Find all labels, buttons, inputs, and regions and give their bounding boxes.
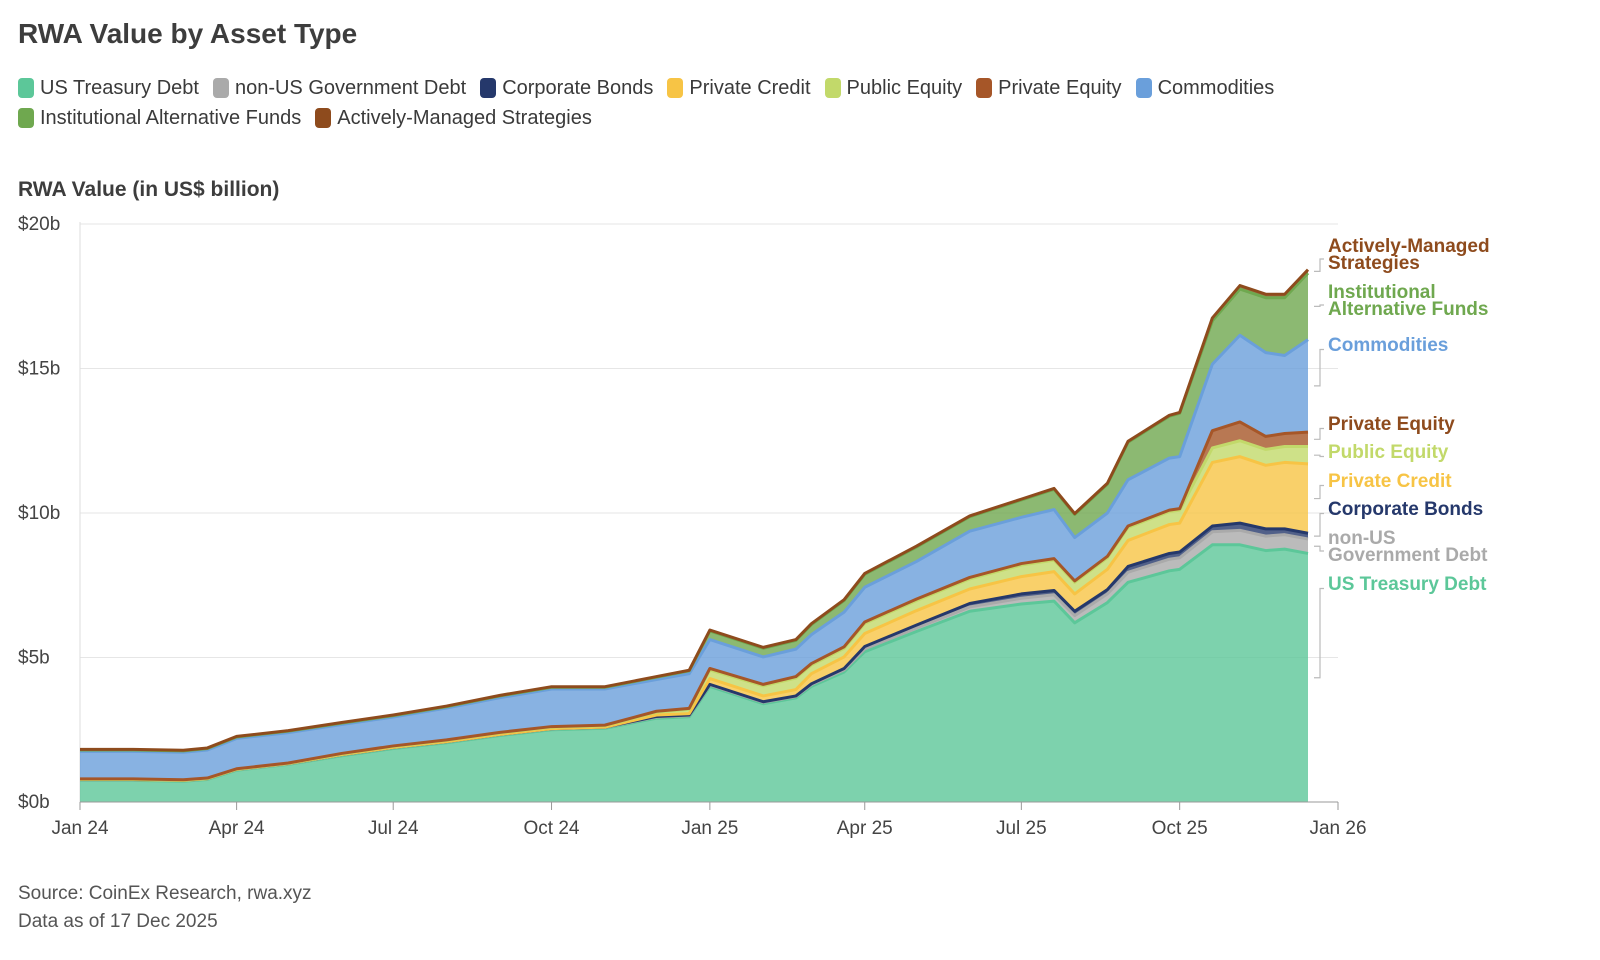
- legend-label: Public Equity: [846, 77, 963, 99]
- end-label-line: Private Equity: [1328, 414, 1455, 435]
- label-connector: [1314, 427, 1324, 440]
- label-connector: [1314, 348, 1324, 387]
- label-connector: [1314, 587, 1324, 679]
- label-connector: [1314, 258, 1324, 272]
- legend-swatch: [18, 108, 34, 128]
- area-non-us-government-debt: [80, 530, 1308, 782]
- legend-item: non-US Government Debt: [212, 76, 467, 100]
- label-connector: [1314, 545, 1324, 552]
- legend-swatch: [824, 78, 841, 98]
- x-tick-label: Jul 24: [368, 818, 419, 839]
- y-axis-label: RWA Value (in US$ billion): [18, 178, 280, 201]
- end-label-line: non-US: [1328, 528, 1396, 549]
- source-note: Source: CoinEx Research, rwa.xyz Data as…: [18, 880, 312, 936]
- legend-item: Commodities: [1135, 76, 1275, 100]
- series-line-private-equity: [80, 420, 1309, 782]
- y-tick-label: $5b: [18, 648, 50, 669]
- end-label: Private Credit: [1314, 471, 1452, 500]
- legend-label: Private Equity: [998, 77, 1122, 99]
- legend-label: Actively-Managed Strategies: [337, 107, 592, 129]
- label-connector: [1314, 484, 1324, 500]
- legend-label: US Treasury Debt: [40, 77, 199, 99]
- end-label-line: US Treasury Debt: [1328, 574, 1487, 595]
- legend-swatch: [1135, 78, 1152, 98]
- y-tick-label: $0b: [18, 792, 50, 813]
- legend-label: non-US Government Debt: [234, 77, 467, 99]
- area-us-treasury-debt: [80, 544, 1308, 802]
- end-label: Public Equity: [1314, 442, 1449, 463]
- legend-label: Private Credit: [689, 77, 811, 99]
- x-tick-label: Oct 24: [524, 818, 580, 839]
- area-commodities: [80, 335, 1308, 780]
- legend-swatch: [480, 78, 497, 98]
- y-tick-label: $15b: [18, 359, 60, 380]
- legend-item: Private Equity: [976, 76, 1122, 100]
- legend-label: Institutional Alternative Funds: [40, 107, 302, 129]
- legend-item: Corporate Bonds: [480, 76, 653, 100]
- end-label: Commodities: [1314, 335, 1448, 387]
- label-connector: [1314, 454, 1324, 458]
- x-tick-label: Jan 24: [51, 818, 108, 839]
- data-date-line: Data as of 17 Dec 2025: [18, 911, 218, 932]
- end-label-line: Institutional: [1328, 282, 1436, 303]
- legend-swatch: [976, 78, 993, 98]
- x-tick-label: Jan 26: [1309, 818, 1366, 839]
- legend-swatch: [667, 78, 684, 98]
- series-line-actively-managed-strategies: [80, 268, 1310, 752]
- end-label: US Treasury Debt: [1314, 574, 1487, 679]
- legend-item: Public Equity: [824, 76, 963, 100]
- end-label: Corporate Bonds: [1314, 499, 1483, 537]
- x-tick-label: Apr 25: [837, 818, 893, 839]
- label-connector: [1314, 512, 1324, 537]
- area-institutional-alternative-funds: [80, 273, 1308, 753]
- legend-item: Institutional Alternative Funds: [18, 106, 301, 130]
- end-label-line: Commodities: [1328, 335, 1448, 356]
- y-tick-label: $20b: [18, 214, 60, 235]
- x-tick-label: Apr 24: [209, 818, 265, 839]
- legend-item: Actively-Managed Strategies: [315, 106, 592, 130]
- end-label-line: Private Credit: [1328, 471, 1452, 492]
- chart-title: RWA Value by Asset Type: [18, 18, 358, 49]
- x-tick-label: Jan 25: [681, 818, 738, 839]
- legend-swatch: [315, 108, 332, 128]
- x-tick-label: Jul 25: [996, 818, 1047, 839]
- end-label-line: Public Equity: [1328, 442, 1449, 463]
- legend-swatch: [212, 78, 229, 98]
- y-tick-label: $10b: [18, 503, 60, 524]
- legend-item: US Treasury Debt: [18, 76, 199, 100]
- end-label-line: Alternative Funds: [1328, 299, 1488, 320]
- end-label-line: Government Debt: [1328, 545, 1488, 566]
- x-tick-label: Oct 25: [1152, 818, 1208, 839]
- legend-item: Private Credit: [667, 76, 811, 100]
- legend-swatch: [18, 78, 34, 98]
- end-label: Private Equity: [1314, 414, 1455, 440]
- end-label-line: Strategies: [1328, 253, 1420, 274]
- source-line: Source: CoinEx Research, rwa.xyz: [18, 883, 312, 904]
- legend-label: Corporate Bonds: [502, 77, 654, 99]
- legend: US Treasury Debt non-US Government Debt Co…: [18, 76, 1348, 130]
- end-label-line: Corporate Bonds: [1328, 499, 1483, 520]
- legend-label: Commodities: [1157, 77, 1275, 99]
- end-label-line: Actively-Managed: [1328, 236, 1490, 257]
- label-connector: [1314, 304, 1324, 307]
